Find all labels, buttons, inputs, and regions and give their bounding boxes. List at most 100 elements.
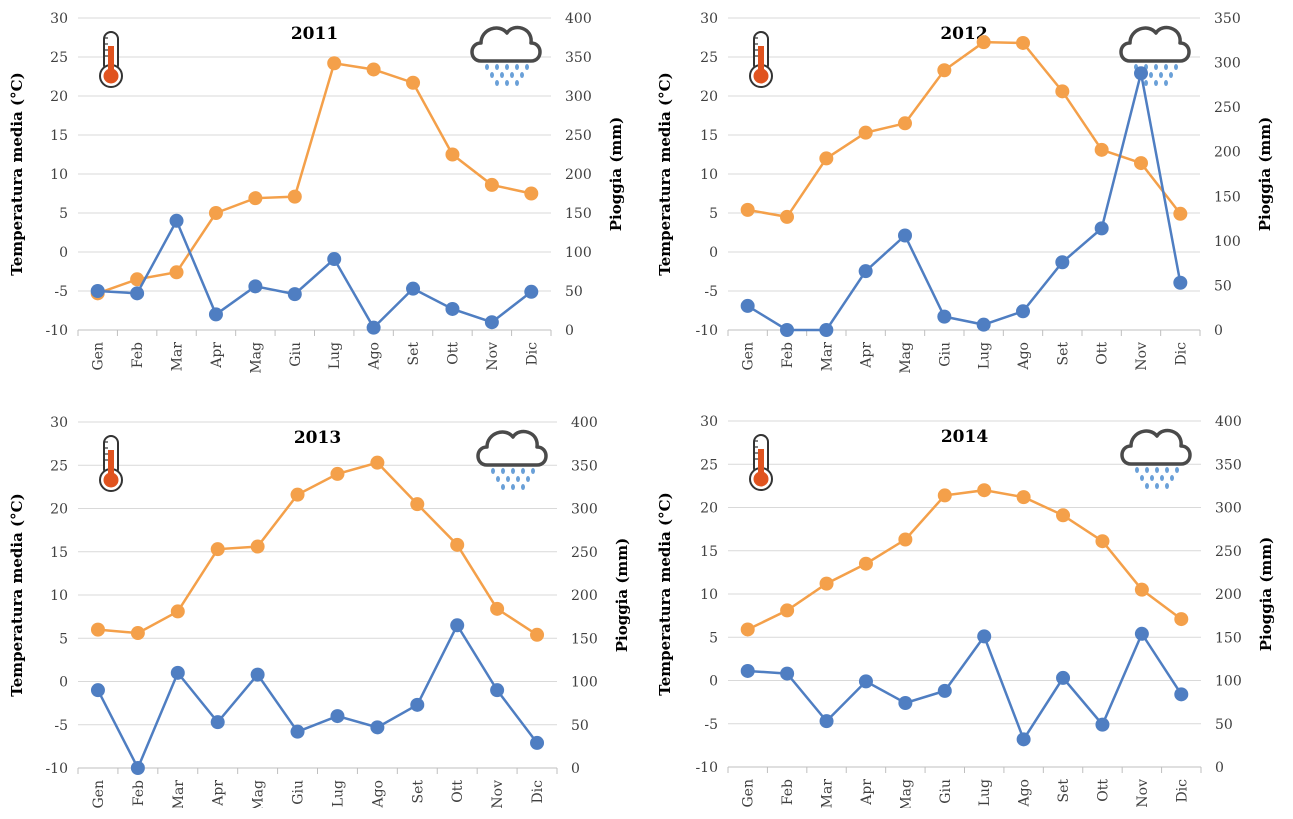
x-tick-label: Gen <box>91 342 107 371</box>
y2-tick-label: 150 <box>1214 189 1241 205</box>
temperature-point <box>210 542 225 557</box>
y-tick-label: 10 <box>50 588 68 604</box>
y-tick-label: 30 <box>700 414 718 430</box>
rainfall-point <box>169 213 184 228</box>
rainfall-point <box>90 683 105 698</box>
rainfall-point <box>937 683 952 698</box>
temperature-point <box>858 556 873 571</box>
rainfall-point <box>898 228 912 243</box>
rainfall-point <box>287 287 302 302</box>
y2-tick-label: 400 <box>565 11 592 27</box>
y-tick-label: -10 <box>695 760 718 776</box>
y-tick-label: 20 <box>700 501 718 517</box>
y2-tick-label: 300 <box>1214 56 1241 72</box>
x-tick-label: Set <box>1056 779 1072 803</box>
y-tick-label: 10 <box>50 167 68 183</box>
temperature-point <box>858 125 873 140</box>
y-tick-label: 5 <box>59 206 68 222</box>
x-tick-label: Ago <box>370 780 386 808</box>
temperature-point <box>819 151 834 166</box>
rain-cloud-icon <box>1120 428 1192 489</box>
temperature-point <box>445 147 460 162</box>
temperature-point <box>937 63 952 78</box>
x-tick-label: Gen <box>741 779 757 808</box>
x-tick-label: Giu <box>938 779 954 804</box>
y-tick-label: -5 <box>704 717 718 733</box>
y2-tick-label: 150 <box>1215 630 1242 646</box>
x-tick-label: Nov <box>485 342 501 371</box>
y-axis-title: Temperatura media (°C) <box>656 492 674 695</box>
temperature-point <box>287 189 302 204</box>
temperature-point <box>1173 206 1188 221</box>
x-tick-label: Set <box>410 780 426 804</box>
y-axis-title: Temperatura media (°C) <box>8 493 26 696</box>
temperature-series-line <box>747 488 1183 631</box>
temperature-point <box>530 627 545 642</box>
rainfall-point <box>858 674 873 689</box>
chart-svg: 302520151050-5-1040035030025020015010050… <box>8 415 631 808</box>
temperature-point <box>898 116 912 131</box>
temperature-point <box>366 62 381 77</box>
temperature-point <box>524 186 539 201</box>
temperature-point <box>370 455 385 470</box>
temperature-point <box>898 532 913 547</box>
rainfall-point <box>819 714 834 729</box>
rainfall-point <box>1055 255 1070 270</box>
rainfall-point <box>130 286 145 301</box>
rainfall-point <box>898 695 913 710</box>
thermometer-icon <box>749 31 773 88</box>
temperature-point <box>819 576 834 591</box>
x-tick-label: Dic <box>530 780 546 804</box>
rainfall-point <box>524 284 539 299</box>
y-tick-label: 25 <box>700 50 718 66</box>
temperature-point <box>1016 490 1031 505</box>
x-tick-label: Feb <box>780 342 796 368</box>
y-tick-label: 15 <box>50 128 68 144</box>
temperature-point <box>450 537 465 552</box>
rainfall-point <box>977 629 992 644</box>
y-tick-label: 15 <box>700 128 718 144</box>
y2-tick-label: 100 <box>565 245 592 261</box>
temperature-series-line <box>97 61 532 295</box>
temperature-point <box>130 626 145 641</box>
y-tick-label: 10 <box>700 167 718 183</box>
y2-tick-label: 400 <box>571 415 598 431</box>
x-tick-label: Apr <box>859 342 875 369</box>
x-tick-label: Apr <box>209 342 225 369</box>
x-tick-label: Lug <box>977 779 993 806</box>
thermometer-icon <box>99 31 123 88</box>
temperature-point <box>130 272 145 287</box>
x-tick-label: Gen <box>91 780 107 808</box>
y-tick-label: 5 <box>709 206 718 222</box>
y-tick-label: 0 <box>709 245 718 261</box>
y2-tick-label: 250 <box>571 545 598 561</box>
y2-tick-label: 50 <box>1215 717 1233 733</box>
rain-cloud-icon <box>1119 25 1191 86</box>
rainfall-series-line <box>96 622 539 771</box>
chart-svg: 302520151050-5-10350300250200150100500Ge… <box>656 11 1274 374</box>
y2-tick-label: 100 <box>1214 234 1241 250</box>
temperature-series-line <box>747 40 1182 219</box>
y2-tick-label: 50 <box>1214 278 1232 294</box>
chart-title: 2011 <box>291 24 338 44</box>
y-tick-label: 20 <box>50 502 68 518</box>
y2-tick-label: 200 <box>571 588 598 604</box>
y-tick-label: -10 <box>695 323 718 339</box>
y-tick-label: 20 <box>700 89 718 105</box>
temperature-point <box>208 206 223 220</box>
rainfall-point <box>1134 626 1149 641</box>
x-tick-label: Ago <box>367 342 383 371</box>
temperature-point <box>484 177 499 192</box>
temperature-point <box>780 209 794 224</box>
x-tick-label: Lug <box>977 342 993 369</box>
x-tick-label: Mag <box>898 779 914 808</box>
x-tick-label: Ott <box>450 780 466 803</box>
temperature-point <box>740 202 755 217</box>
rainfall-point <box>858 264 873 279</box>
chart-title: 2012 <box>940 24 987 44</box>
temperature-point <box>169 265 184 280</box>
x-tick-label: Ott <box>1095 779 1111 802</box>
y2-tick-label: 50 <box>565 284 583 300</box>
rainfall-point <box>530 735 545 750</box>
y2-tick-label: 250 <box>565 128 592 144</box>
